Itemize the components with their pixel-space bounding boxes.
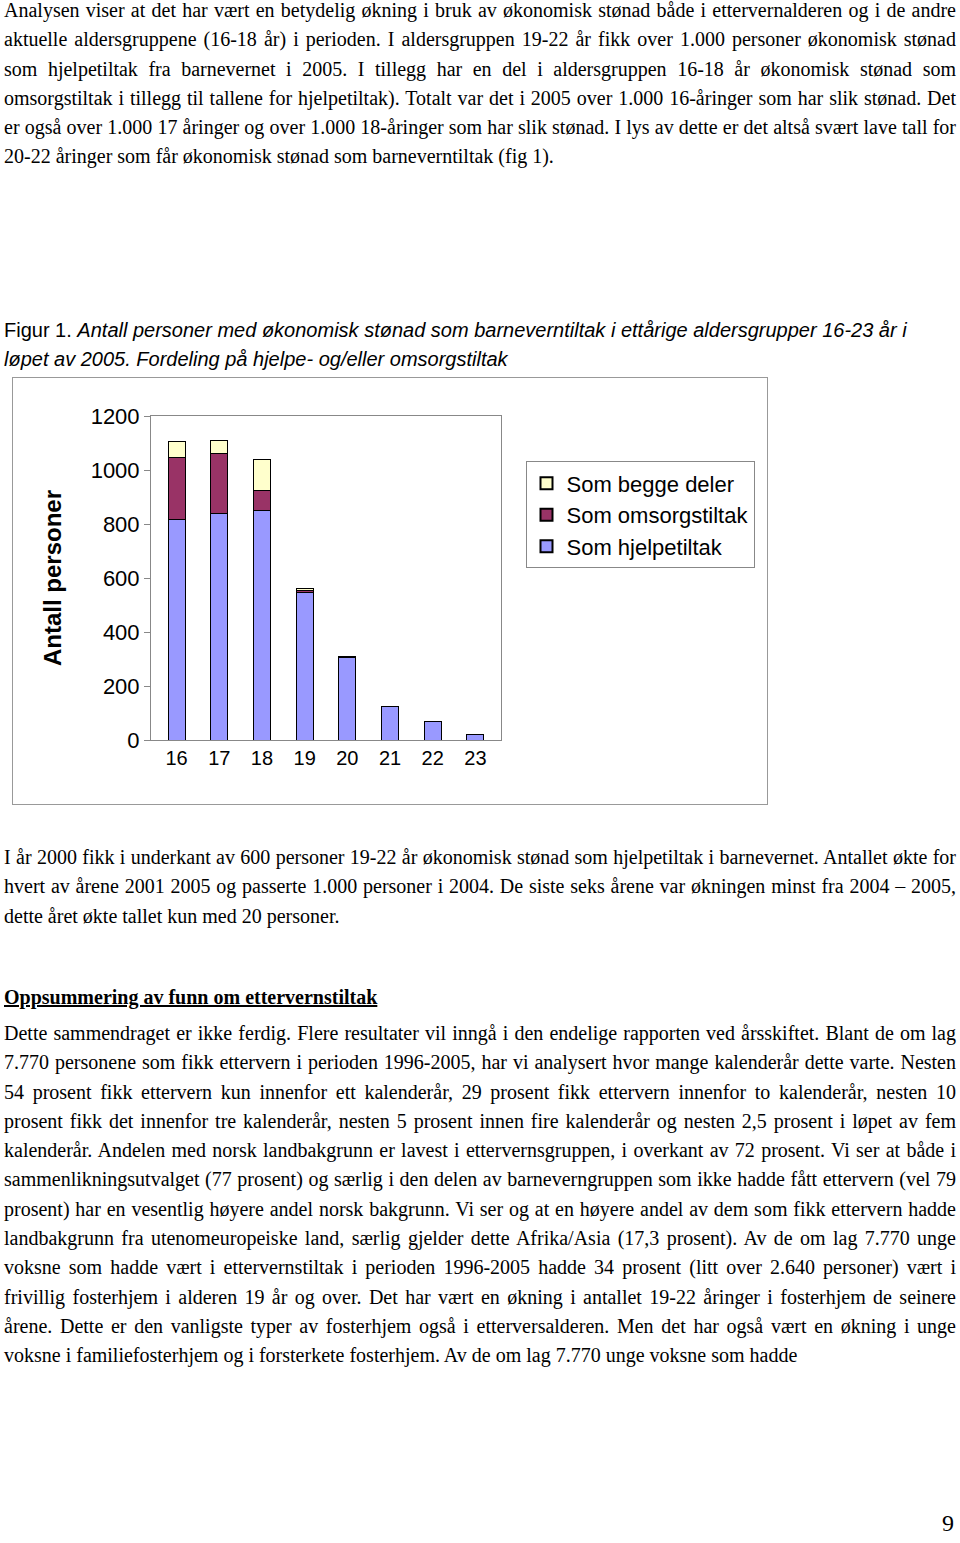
svg-text:0: 0 xyxy=(127,728,139,753)
svg-text:400: 400 xyxy=(103,620,140,645)
svg-text:1000: 1000 xyxy=(91,458,140,483)
svg-text:Som omsorgstiltak: Som omsorgstiltak xyxy=(567,503,749,528)
html-text:Analysen viser at det har vært: Analysen viser at det har vært en betyde… xyxy=(4,0,956,168)
svg-text:600: 600 xyxy=(103,566,140,591)
html-text:Dette sammendraget er ikke fer: Dette sammendraget er ikke ferdig. Flere… xyxy=(4,1022,956,1367)
html-text:Figur 1. Antall personer med ø: Figur 1. Antall personer med økonomisk s… xyxy=(4,319,907,370)
svg-text:200: 200 xyxy=(103,674,140,699)
svg-text:21: 21 xyxy=(379,747,401,769)
svg-text:19: 19 xyxy=(294,747,316,769)
svg-text:23: 23 xyxy=(464,747,486,769)
svg-text:1200: 1200 xyxy=(91,404,140,429)
svg-text:16: 16 xyxy=(165,747,187,769)
svg-text:17: 17 xyxy=(208,747,230,769)
svg-text:Som hjelpetiltak: Som hjelpetiltak xyxy=(567,535,723,560)
svg-text:Som begge deler: Som begge deler xyxy=(567,472,735,497)
svg-text:800: 800 xyxy=(103,512,140,537)
html-text:Oppsummering av funn om etterv: Oppsummering av funn om ettervernstiltak xyxy=(4,986,378,1008)
svg-text:18: 18 xyxy=(251,747,273,769)
svg-text:Antall personer: Antall personer xyxy=(39,490,66,666)
svg-text:22: 22 xyxy=(422,747,444,769)
svg-text:20: 20 xyxy=(336,747,358,769)
html-text:9: 9 xyxy=(942,1510,954,1536)
html-text:I år 2000 fikk i underkant av: I år 2000 fikk i underkant av 600 person… xyxy=(4,846,956,927)
